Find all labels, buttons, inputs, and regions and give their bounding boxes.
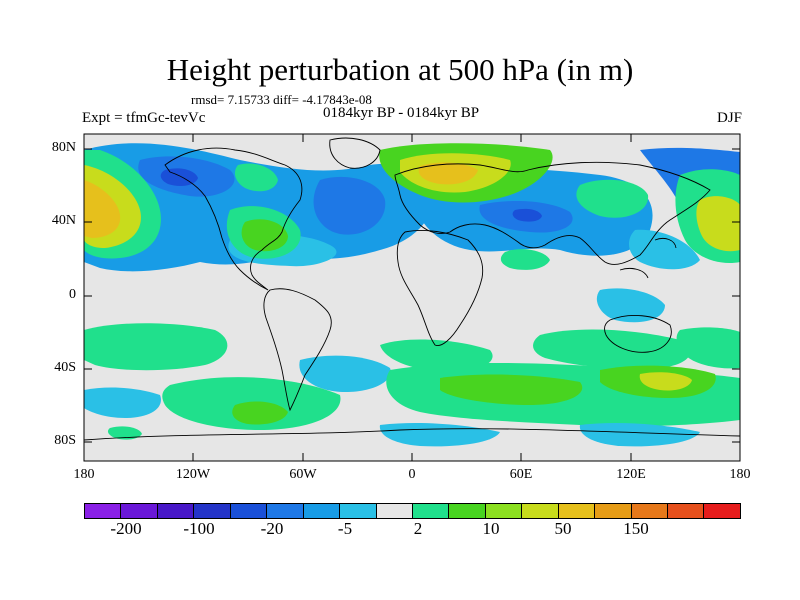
colorbar (84, 503, 741, 519)
colorbar-swatch (157, 504, 195, 518)
anomaly-region (533, 329, 691, 370)
colorbar-label: -200 (110, 519, 142, 538)
colorbar-label: -20 (260, 519, 284, 538)
anomaly-region (500, 249, 550, 270)
anomaly-region (440, 374, 583, 405)
x-tick-label: 120E (616, 467, 646, 482)
anomaly-region (512, 208, 542, 222)
colorbar-label: 50 (554, 519, 572, 538)
anomaly-region (596, 288, 665, 323)
x-tick-label: 180 (729, 467, 751, 482)
colorbar-swatch (121, 504, 158, 518)
colorbar-label: -100 (183, 519, 215, 538)
colorbar-swatch (558, 504, 596, 518)
colorbar-swatch (340, 504, 377, 518)
axis-ticks (83, 134, 741, 461)
y-tick-label: 80S (54, 433, 76, 448)
x-tick-label: 120W (175, 467, 211, 482)
rmsd-stats: rmsd= 7.15733 diff= -4.17843e-08 (191, 92, 372, 107)
colorbar-swatch (449, 504, 486, 518)
subtitle: 0184kyr BP - 0184kyr BP (323, 105, 480, 121)
colorbar-swatch (412, 504, 450, 518)
colorbar-label: 2 (413, 519, 423, 538)
anomaly-region (84, 180, 121, 238)
anomaly-region (639, 372, 692, 391)
colorbar-swatch (485, 504, 523, 518)
colorbar-swatch (194, 504, 231, 518)
anomaly-region (232, 401, 288, 425)
y-tick-label: 0 (69, 287, 76, 302)
anomaly-region (107, 426, 142, 440)
colorbar-swatch (303, 504, 341, 518)
colorbar-swatch (230, 504, 268, 518)
anomaly-region (676, 327, 740, 369)
anomaly-region (628, 229, 700, 270)
anomaly-region (696, 196, 740, 252)
plot-title: Height perturbation at 500 hPa (in m) (166, 52, 634, 87)
colorbar-swatch (631, 504, 668, 518)
colorbar-swatch (522, 504, 559, 518)
y-tick-label: 80N (51, 140, 76, 155)
y-tick-label: 40N (51, 213, 76, 228)
experiment-label: Expt = tfmGc-tevVc (82, 110, 206, 126)
anomaly-region (234, 163, 278, 192)
anomaly-region (299, 355, 391, 392)
season-label: DJF (716, 110, 742, 126)
anomaly-region (160, 168, 198, 186)
colorbar-swatch (704, 504, 740, 518)
anomaly-region (241, 219, 288, 252)
anomaly-region (579, 422, 700, 447)
x-tick-label: 0 (408, 467, 416, 482)
y-tick-label: 40S (54, 360, 76, 375)
colorbar-swatch (376, 504, 413, 518)
colorbar-swatch (267, 504, 304, 518)
colorbar-swatch (668, 504, 705, 518)
x-tick-label: 60E (509, 467, 533, 482)
colorbar-swatch (595, 504, 632, 518)
anomaly-region (84, 387, 161, 418)
anomaly-region (418, 162, 478, 185)
coastlines (84, 137, 740, 441)
x-tick-label: 180 (73, 467, 95, 482)
anomaly-region (313, 176, 386, 235)
colorbar-swatch (85, 504, 122, 518)
colorbar-label: -5 (337, 519, 353, 538)
colorbar-label: 10 (482, 519, 500, 538)
colorbar-label: 150 (623, 519, 649, 538)
anomaly-region (576, 179, 649, 218)
x-tick-label: 60W (289, 467, 317, 482)
anomaly-region (84, 323, 228, 371)
